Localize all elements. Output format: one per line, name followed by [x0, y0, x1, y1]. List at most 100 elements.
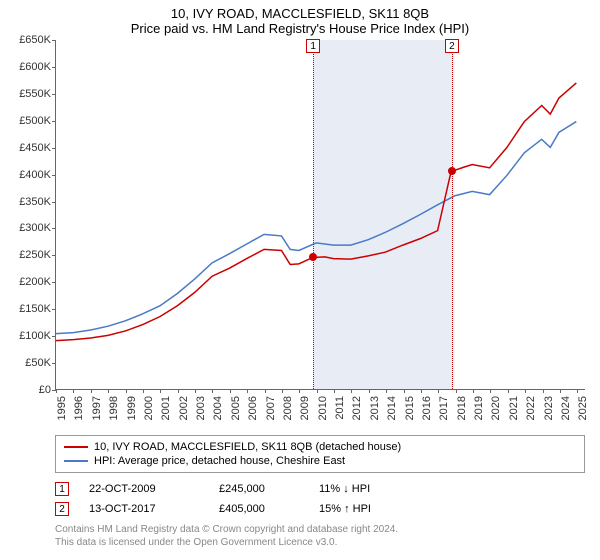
sales-marker-box: 1 — [55, 482, 69, 496]
legend-swatch-hpi — [64, 460, 88, 462]
xtick-mark — [56, 389, 57, 393]
legend-label-property: 10, IVY ROAD, MACCLESFIELD, SK11 8QB (de… — [94, 441, 401, 453]
chart-container: 10, IVY ROAD, MACCLESFIELD, SK11 8QB Pri… — [0, 0, 600, 560]
xtick-mark — [212, 389, 213, 393]
legend-label-hpi: HPI: Average price, detached house, Ches… — [94, 455, 345, 467]
sales-date: 13-OCT-2017 — [89, 503, 199, 515]
xtick-label: 2015 — [404, 396, 405, 420]
sales-delta: 11% ↓ HPI — [319, 483, 409, 495]
xtick-label: 2010 — [317, 396, 318, 420]
legend-row-hpi: HPI: Average price, detached house, Ches… — [64, 454, 576, 468]
ytick-mark — [52, 67, 56, 68]
plot-region: £0£50K£100K£150K£200K£250K£300K£350K£400… — [55, 40, 585, 390]
xtick-mark — [369, 389, 370, 393]
xtick-label: 2001 — [160, 396, 161, 420]
xtick-mark — [386, 389, 387, 393]
xtick-mark — [91, 389, 92, 393]
xtick-mark — [490, 389, 491, 393]
marker-dot — [309, 253, 317, 261]
xtick-label: 1997 — [91, 396, 92, 420]
xtick-label: 2002 — [178, 396, 179, 420]
chart-lines — [56, 40, 585, 389]
ytick-mark — [52, 228, 56, 229]
ytick-label: £150K — [6, 303, 51, 315]
xtick-mark — [282, 389, 283, 393]
xtick-mark — [438, 389, 439, 393]
sales-price: £245,000 — [219, 483, 299, 495]
xtick-mark — [351, 389, 352, 393]
title-address: 10, IVY ROAD, MACCLESFIELD, SK11 8QB — [0, 6, 600, 21]
marker-box: 1 — [306, 39, 320, 53]
xtick-mark — [247, 389, 248, 393]
ytick-label: £250K — [6, 249, 51, 261]
xtick-label: 2025 — [577, 396, 578, 420]
xtick-label: 2018 — [456, 396, 457, 420]
ytick-label: £300K — [6, 222, 51, 234]
xtick-label: 2014 — [386, 396, 387, 420]
xtick-label: 2011 — [334, 396, 335, 420]
xtick-label: 2016 — [421, 396, 422, 420]
xtick-mark — [108, 389, 109, 393]
xtick-label: 1998 — [108, 396, 109, 420]
xtick-label: 2012 — [351, 396, 352, 420]
ytick-mark — [52, 40, 56, 41]
title-block: 10, IVY ROAD, MACCLESFIELD, SK11 8QB Pri… — [0, 0, 600, 40]
xtick-mark — [525, 389, 526, 393]
xtick-mark — [334, 389, 335, 393]
marker-line — [313, 40, 314, 389]
xtick-mark — [560, 389, 561, 393]
series-property-line — [56, 83, 576, 341]
legend-swatch-property — [64, 446, 88, 448]
xtick-mark — [508, 389, 509, 393]
xtick-mark — [299, 389, 300, 393]
footer-line1: Contains HM Land Registry data © Crown c… — [55, 523, 585, 536]
xtick-mark — [126, 389, 127, 393]
ytick-mark — [52, 336, 56, 337]
xtick-label: 1996 — [73, 396, 74, 420]
marker-line — [452, 40, 453, 389]
marker-dot — [448, 167, 456, 175]
sales-row: 1 22-OCT-2009 £245,000 11% ↓ HPI — [55, 479, 585, 499]
ytick-mark — [52, 94, 56, 95]
xtick-label: 2007 — [265, 396, 266, 420]
ytick-mark — [52, 175, 56, 176]
ytick-label: £200K — [6, 276, 51, 288]
sales-delta: 15% ↑ HPI — [319, 503, 409, 515]
ytick-label: £650K — [6, 34, 51, 46]
ytick-label: £0 — [6, 384, 51, 396]
xtick-mark — [178, 389, 179, 393]
series-hpi-line — [56, 122, 576, 334]
xtick-label: 2022 — [525, 396, 526, 420]
xtick-mark — [473, 389, 474, 393]
legend: 10, IVY ROAD, MACCLESFIELD, SK11 8QB (de… — [55, 435, 585, 473]
xtick-label: 2020 — [490, 396, 491, 420]
xtick-mark — [317, 389, 318, 393]
xtick-label: 2019 — [473, 396, 474, 420]
ytick-label: £100K — [6, 330, 51, 342]
xtick-label: 2024 — [560, 396, 561, 420]
sales-table: 122-OCT-2009£245,00011% ↓ HPI213-OCT-201… — [55, 479, 585, 519]
ytick-label: £600K — [6, 61, 51, 73]
xtick-mark — [230, 389, 231, 393]
sales-row: 213-OCT-2017£405,00015% ↑ HPI — [55, 499, 585, 519]
legend-row-property: 10, IVY ROAD, MACCLESFIELD, SK11 8QB (de… — [64, 440, 576, 454]
xtick-mark — [265, 389, 266, 393]
xtick-label: 2006 — [247, 396, 248, 420]
ytick-label: £400K — [6, 169, 51, 181]
xtick-label: 2003 — [195, 396, 196, 420]
ytick-mark — [52, 282, 56, 283]
ytick-label: £450K — [6, 142, 51, 154]
sales-date: 22-OCT-2009 — [89, 483, 199, 495]
xtick-label: 2008 — [282, 396, 283, 420]
sales-price: £405,000 — [219, 503, 299, 515]
xtick-mark — [577, 389, 578, 393]
ytick-mark — [52, 202, 56, 203]
footer: Contains HM Land Registry data © Crown c… — [55, 523, 585, 549]
ytick-mark — [52, 309, 56, 310]
title-subtitle: Price paid vs. HM Land Registry's House … — [0, 21, 600, 36]
ytick-label: £550K — [6, 88, 51, 100]
xtick-mark — [404, 389, 405, 393]
xtick-label: 2013 — [369, 396, 370, 420]
ytick-mark — [52, 363, 56, 364]
ytick-mark — [52, 148, 56, 149]
